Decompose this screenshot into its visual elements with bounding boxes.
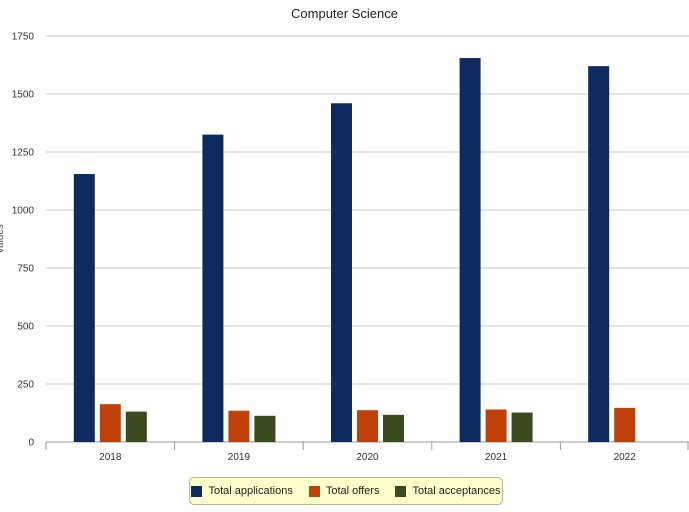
legend-item: Total acceptances	[395, 485, 501, 497]
legend-label: Total acceptances	[412, 485, 501, 497]
y-tick-label: 1000	[12, 206, 35, 217]
bar-total-acceptances-2021	[511, 412, 533, 442]
x-tick-label: 2021	[485, 452, 508, 463]
legend-swatch	[308, 485, 320, 497]
legend-swatch	[191, 485, 203, 497]
legend-swatch	[395, 485, 407, 497]
y-tick-label: 250	[17, 380, 34, 391]
x-tick-label: 2020	[356, 452, 379, 463]
x-tick-label: 2022	[614, 452, 637, 463]
bar-total-offers-2020	[357, 410, 378, 442]
bar-total-offers-2019	[228, 410, 250, 442]
bar-total-applications-2018	[73, 174, 95, 443]
legend: Total applications Total offers Total acce…	[189, 477, 503, 505]
bar-total-offers-2021	[485, 409, 507, 442]
bar-total-applications-2021	[459, 58, 481, 442]
y-tick-label: 750	[17, 264, 34, 275]
bar-total-acceptances-2020	[383, 414, 404, 442]
bar-total-offers-2018	[99, 404, 121, 442]
y-tick-label: 1250	[12, 148, 35, 159]
y-tick-label: 1750	[12, 32, 35, 43]
legend-label: Total offers	[325, 485, 380, 497]
x-tick-label: 2019	[228, 452, 251, 463]
bar-total-applications-2019	[202, 134, 224, 442]
legend-item: Total applications	[191, 485, 293, 497]
chart-title: Computer Science	[291, 6, 398, 21]
bar-total-acceptances-2018	[125, 411, 147, 442]
y-axis-title: Values	[0, 224, 6, 254]
legend-label: Total applications	[208, 485, 293, 497]
x-tick-label: 2018	[99, 452, 122, 463]
bar-total-applications-2022	[588, 66, 610, 442]
y-tick-label: 0	[28, 438, 34, 449]
bar-total-offers-2022	[614, 407, 636, 442]
bar-total-applications-2020	[331, 103, 352, 442]
legend-item: Total offers	[308, 485, 380, 497]
y-tick-label: 500	[17, 322, 34, 333]
y-tick-label: 1500	[12, 90, 35, 101]
bar-total-acceptances-2019	[254, 415, 276, 442]
